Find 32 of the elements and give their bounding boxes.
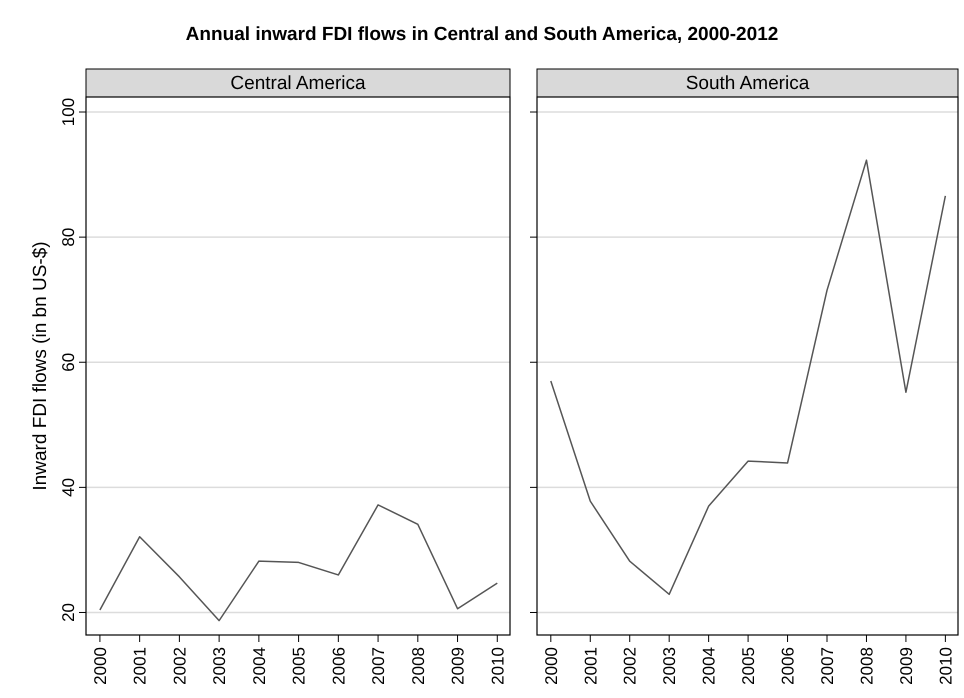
x-tick-label: 2003 <box>210 647 230 685</box>
x-tick-label: 2006 <box>329 647 348 685</box>
x-tick-label: 2000 <box>90 647 110 685</box>
x-tick-label: 2007 <box>369 647 388 685</box>
y-tick-label: 60 <box>59 352 78 372</box>
x-tick-label: 2005 <box>290 647 309 685</box>
x-tick-label: 2010 <box>936 647 956 685</box>
x-tick-label: 2001 <box>581 647 600 685</box>
y-tick-label: 100 <box>59 98 78 126</box>
x-tick-label: 2002 <box>620 647 640 685</box>
y-axis-title: Inward FDI flows (in bn US-$) <box>30 241 51 491</box>
x-tick-label: 2006 <box>778 647 798 685</box>
x-tick-label: 2004 <box>250 647 269 685</box>
x-tick-label: 2008 <box>408 647 428 685</box>
chart-subtitle: Central America <box>230 73 366 94</box>
y-tick-label: 80 <box>59 228 78 247</box>
x-tick-label: 2007 <box>818 647 838 685</box>
x-tick-label: 2010 <box>488 647 508 685</box>
x-tick-label: 2003 <box>660 647 680 685</box>
y-tick-label: 20 <box>59 603 78 622</box>
line-series <box>99 504 498 622</box>
x-tick-label: 2001 <box>130 647 150 685</box>
x-tick-label: 2009 <box>448 647 468 685</box>
x-tick-label: 2002 <box>170 647 190 685</box>
y-tick-label: 40 <box>59 478 78 497</box>
x-tick-label: 2004 <box>700 647 719 685</box>
chart-title: Annual inward FDI flows in Central and South America, 2000-2012 <box>186 24 778 45</box>
x-tick-label: 2009 <box>896 647 916 685</box>
x-tick-label: 2008 <box>857 647 876 685</box>
x-tick-label: 2000 <box>542 647 561 685</box>
x-tick-label: 2005 <box>739 647 758 685</box>
chart-subtitle: South America <box>686 73 810 94</box>
